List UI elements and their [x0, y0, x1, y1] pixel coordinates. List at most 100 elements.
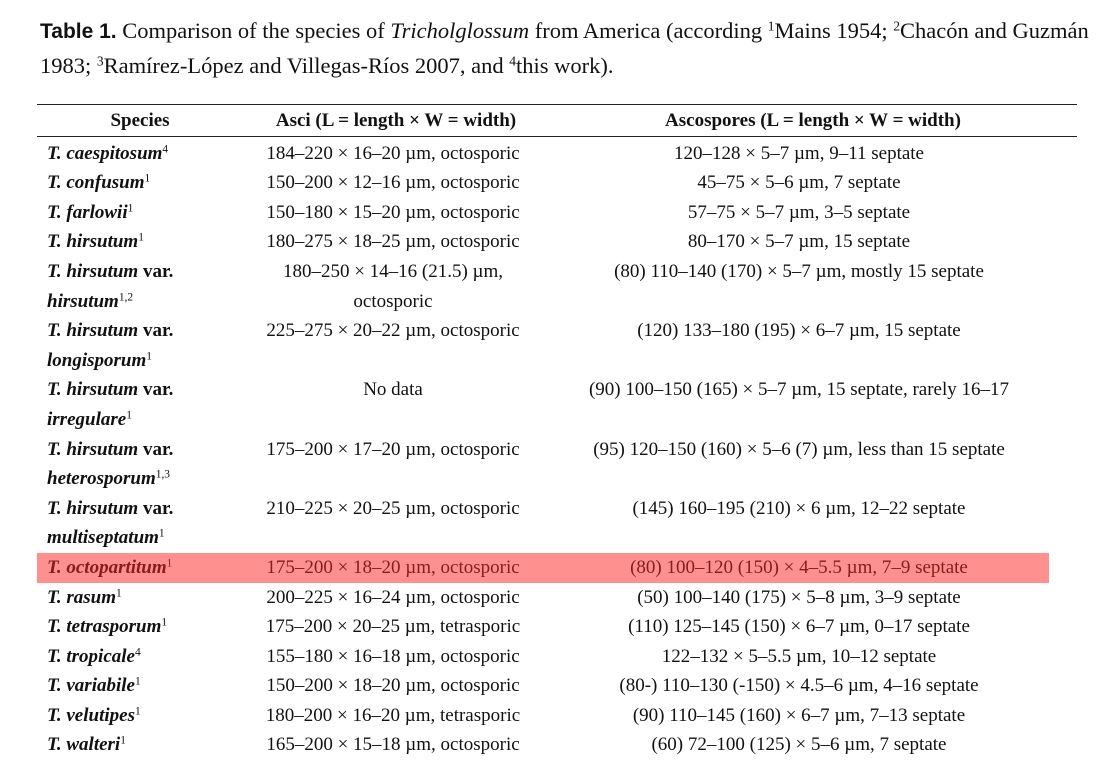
- table-row: T. variabile1 150–200 × 18–20 µm, octospo…: [37, 671, 1077, 701]
- table-row: T. tropicale4 155–180 × 16–18 µm, octospo…: [37, 642, 1077, 672]
- table-header-row: Species Asci (L = length × W = width) As…: [37, 104, 1077, 137]
- ascospores-cell: (90) 100–150 (165) × 5–7 µm, 15 septate,…: [588, 379, 1010, 401]
- asci-cell: 184–220 × 16–20 µm, octosporic: [266, 142, 520, 164]
- table-row: T. hirsutum var. longisporum1 225–275 × 20…: [37, 316, 1077, 375]
- ascospores-cell: 45–75 × 5–6 µm, 7 septate: [697, 172, 901, 194]
- variety-name: longisporum: [47, 349, 147, 371]
- species-cell: T. farlowii1: [37, 198, 243, 228]
- species-cell: T. hirsutum var. multiseptatum1: [37, 494, 243, 553]
- table-row: T. caespitosum4 184–220 × 16–20 µm, octos…: [37, 136, 1077, 168]
- species-cell: T. hirsutum1: [37, 227, 243, 257]
- species-cell: T. hirsutum var. irregulare1: [37, 375, 243, 434]
- reference-superscript: 1: [144, 172, 151, 185]
- species-name: T. walteri: [47, 734, 121, 756]
- species-cell: T. hirsutum var. hirsutum1,2: [37, 257, 243, 316]
- ascospores-cell: (60) 72–100 (125) × 5–6 µm, 7 septate: [651, 734, 947, 756]
- ascospores-cell: 120–128 × 5–7 µm, 9–11 septate: [674, 142, 924, 164]
- asci-cell: No data: [363, 379, 423, 401]
- ascospores-cell: (50) 100–140 (175) × 5–8 µm, 3–9 septate: [637, 586, 961, 608]
- variety-marker: var.: [142, 379, 174, 401]
- asci-cell: 200–225 × 16–24 µm, octosporic: [266, 586, 520, 608]
- reference-superscript: 1: [158, 528, 165, 541]
- species-cell: T. confusum1: [37, 168, 243, 198]
- species-cell: T. variabile1: [37, 671, 243, 701]
- table-row: T. hirsutum var. irregulare1 No data (90) 1…: [37, 375, 1077, 434]
- variety-name: multiseptatum: [47, 527, 159, 549]
- reference-superscript: 1: [166, 557, 173, 570]
- species-cell: T. tropicale4: [37, 642, 243, 672]
- species-cell: T. hirsutum var. heterosporum1,3: [37, 435, 243, 494]
- table-row: T. hirsutum var. multiseptatum1 210–225 × …: [37, 494, 1077, 553]
- species-cell: T. velutipes1: [37, 701, 243, 731]
- asci-cell: 155–180 × 16–18 µm, octosporic: [266, 645, 520, 667]
- variety-marker: var.: [142, 438, 174, 460]
- species-table: Species Asci (L = length × W = width) As…: [37, 104, 1077, 760]
- reference-superscript: 1: [146, 350, 152, 363]
- species-name: T. velutipes: [47, 704, 135, 726]
- ref-marker: 4: [509, 53, 517, 69]
- asci-cell: 150–200 × 18–20 µm, octosporic: [266, 675, 520, 697]
- ref-marker: 3: [96, 53, 104, 69]
- table-row: T. walteri1 165–200 × 15–18 µm, octospori…: [37, 730, 1077, 760]
- asci-cell: 165–200 × 15–18 µm, octosporic: [266, 734, 520, 756]
- table-row-highlighted: T. octopartitum1 175–200 × 18–20 µm, octo…: [37, 552, 1077, 583]
- ascospores-cell: 57–75 × 5–7 µm, 3–5 septate: [687, 201, 911, 223]
- variety-marker: var.: [142, 320, 174, 342]
- table-row: T. hirsutum var. hirsutum1,2 180–250 × 14–…: [37, 257, 1077, 316]
- table-caption: Table 1. Comparison of the species of Tr…: [40, 14, 1090, 83]
- reference-superscript: 4: [134, 646, 141, 659]
- ascospores-cell: (145) 160–195 (210) × 6 µm, 12–22 septat…: [632, 497, 966, 519]
- reference: Ramírez-López and Villegas-Ríos 2007, an…: [103, 53, 510, 78]
- asci-cell: 180–275 × 18–25 µm, octosporic: [266, 231, 520, 253]
- variety-name: hirsutum: [47, 290, 119, 312]
- reference-superscript: 1: [116, 587, 122, 600]
- species-cell: T. tetrasporum1: [37, 612, 243, 642]
- ascospores-cell: (80) 110–140 (170) × 5–7 µm, mostly 15 s…: [614, 260, 984, 282]
- reference-superscript: 1: [161, 616, 168, 629]
- variety-name: heterosporum: [47, 468, 156, 490]
- asci-cell: 180–200 × 16–20 µm, tetrasporic: [265, 704, 521, 726]
- header-species: Species: [37, 104, 243, 137]
- table-row: T. velutipes1 180–200 × 16–20 µm, tetrasp…: [37, 701, 1077, 731]
- reference-superscript: 4: [162, 143, 169, 156]
- species-cell: T. hirsutum var. longisporum1: [37, 316, 243, 375]
- table-row: T. tetrasporum1 175–200 × 20–25 µm, tetra…: [37, 612, 1077, 642]
- reference-superscript: 1,3: [155, 468, 170, 481]
- ref-marker: 1: [767, 18, 775, 34]
- ascospores-cell: (110) 125–145 (150) × 6–7 µm, 0–17 septa…: [628, 616, 970, 638]
- table-row: T. confusum1 150–200 × 12–16 µm, octospor…: [37, 168, 1077, 198]
- species-name: T. variabile: [47, 675, 135, 697]
- table-row: T. rasum1 200–225 × 16–24 µm, octosporic (…: [37, 583, 1077, 613]
- species-cell: T. octopartitum1: [37, 552, 243, 583]
- asci-cell: 180–250 × 14–16 (21.5) µm, octosporic: [282, 260, 504, 312]
- ascospores-cell: (120) 133–180 (195) × 6–7 µm, 15 septate: [637, 320, 961, 342]
- table-row: T. hirsutum var. heterosporum1,3 175–200 ×…: [37, 435, 1077, 494]
- ascospores-cell: (80-) 110–130 (-150) × 4.5–6 µm, 4–16 se…: [619, 675, 979, 697]
- ascospores-cell: (95) 120–150 (160) × 5–6 (7) µm, less th…: [593, 438, 1005, 460]
- variety-marker: var.: [142, 260, 174, 282]
- caption-text: Comparison of the species of: [116, 18, 391, 43]
- variety-name: irregulare: [47, 408, 127, 430]
- ascospores-cell: (80) 100–120 (150) × 4–5.5 µm, 7–9 septa…: [549, 552, 1077, 583]
- species-name: T. octopartitum: [47, 556, 167, 578]
- ascospores-cell: 80–170 × 5–7 µm, 15 septate: [687, 231, 911, 253]
- reference-superscript: 1: [120, 735, 126, 748]
- variety-marker: var.: [142, 497, 174, 519]
- reference-superscript: 1: [127, 202, 134, 215]
- table-row: T. farlowii1 150–180 × 15–20 µm, octospor…: [37, 198, 1077, 228]
- asci-cell: 175–200 × 17–20 µm, octosporic: [266, 438, 520, 460]
- species-name: T. hirsutum: [47, 438, 139, 460]
- species-name: T. caespitosum: [47, 142, 163, 164]
- genus-name: Tricholglossum: [390, 18, 530, 43]
- reference-superscript: 1: [126, 409, 132, 422]
- table-label: Table 1.: [40, 20, 117, 43]
- species-name: T. hirsutum: [47, 231, 139, 253]
- asci-cell: 210–225 × 20–25 µm, octosporic: [266, 497, 520, 519]
- asci-cell: 175–200 × 18–20 µm, octosporic: [243, 552, 549, 583]
- reference-superscript: 1,2: [118, 291, 134, 304]
- reference-superscript: 1: [138, 232, 144, 245]
- header-ascospores: Ascospores (L = length × W = width): [549, 104, 1077, 137]
- species-cell: T. caespitosum4: [37, 136, 243, 168]
- caption-text: from America (according: [529, 18, 768, 43]
- species-name: T. hirsutum: [47, 497, 139, 519]
